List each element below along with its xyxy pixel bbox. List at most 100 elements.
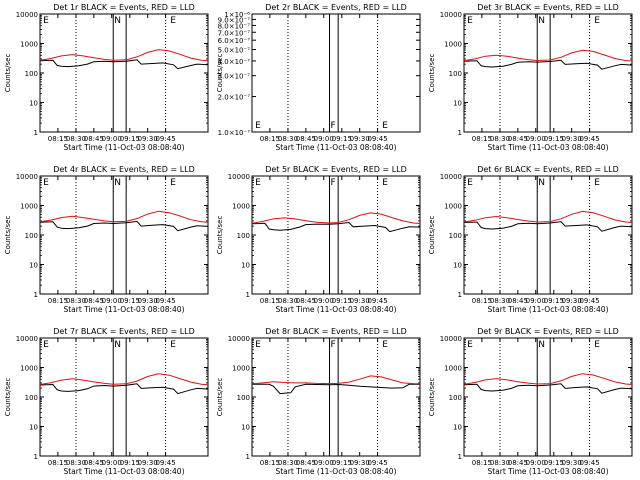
plot-frame (39, 175, 209, 295)
y-tick-label: 1 (34, 291, 38, 299)
x-tick-label: 09:45 (367, 459, 387, 467)
panel-det-5r: Det 5r BLACK = Events, RED = LLD 1 10 100 10… (216, 165, 421, 314)
x-tick-label: 08:45 (508, 459, 528, 467)
y-tick-label: 1 (34, 129, 38, 137)
series-line-lld (251, 375, 421, 385)
x-tick-label: 08:45 (84, 459, 104, 467)
y-tick-label: 100 (25, 70, 38, 78)
event-marker-label: E (43, 178, 49, 188)
x-tick-label: 09:15 (120, 135, 140, 143)
x-tick-label: 08:15 (260, 459, 280, 467)
x-axis-label: Start Time (11-Oct-03 08:08:40) (487, 305, 608, 314)
chart-title: Det 7r BLACK = Events, RED = LLD (53, 327, 195, 336)
y-tick-label: 10 (29, 262, 38, 270)
panel-det-6r: Det 6r BLACK = Events, RED = LLD 1 10 100 10… (428, 165, 633, 314)
x-tick-label: 08:30 (278, 135, 298, 143)
y-axis-label: Counts/sec (4, 216, 12, 255)
x-tick-label: 08:15 (260, 297, 280, 305)
y-tick-label: 10 (453, 100, 462, 108)
y-axis-label: Counts/sec (428, 216, 436, 255)
event-marker-label: E (43, 16, 49, 26)
y-tick-label: 10 (453, 262, 462, 270)
y-axis-label: Counts/sec (428, 54, 436, 93)
y-tick-label: 1000 (232, 203, 250, 211)
x-tick-label: 08:15 (48, 135, 68, 143)
x-tick-label: 08:30 (278, 459, 298, 467)
x-tick-label: 09:30 (562, 135, 582, 143)
y-tick-label: 8.0×10⁻⁷ (218, 22, 251, 30)
y-tick-label: 10000 (16, 11, 38, 19)
x-axis-label: Start Time (11-Oct-03 08:08:40) (487, 143, 608, 152)
chart-title: Det 1r BLACK = Events, RED = LLD (53, 3, 195, 12)
plot-frame (463, 175, 633, 295)
series-line-events (252, 383, 420, 395)
x-tick-label: 08:45 (296, 135, 316, 143)
panel-det-8r: Det 8r BLACK = Events, RED = LLD 1 10 100 10… (216, 327, 421, 476)
x-tick-label: 08:45 (84, 297, 104, 305)
x-tick-label: 09:15 (544, 135, 564, 143)
x-tick-label: 08:30 (490, 297, 510, 305)
y-tick-label: 1000 (444, 203, 462, 211)
x-tick-label: 09:30 (138, 459, 158, 467)
y-axis-label: Counts/sec (4, 378, 12, 417)
x-tick-label: 08:45 (296, 459, 316, 467)
event-marker-label: E (255, 340, 261, 350)
event-marker-label: N (538, 16, 545, 26)
y-tick-label: 1 (246, 291, 250, 299)
event-marker-label: N (114, 340, 121, 350)
x-tick-label: 09:00 (314, 297, 334, 305)
y-tick-label: 2.0×10⁻⁷ (218, 93, 251, 101)
x-tick-label: 08:30 (278, 297, 298, 305)
y-tick-label: 1000 (444, 41, 462, 49)
x-tick-label: 09:30 (350, 135, 370, 143)
event-marker-label: F (331, 178, 336, 188)
x-tick-label: 09:00 (314, 459, 334, 467)
event-marker-label: F (331, 340, 336, 350)
y-tick-label: 1 (246, 453, 250, 461)
y-tick-label: 100 (449, 394, 462, 402)
series-line-lld (39, 210, 209, 223)
x-tick-label: 08:30 (490, 459, 510, 467)
y-tick-label: 10000 (228, 173, 250, 181)
x-tick-label: 08:45 (508, 297, 528, 305)
y-tick-label: 1 (458, 291, 462, 299)
event-marker-label: F (331, 121, 336, 131)
y-tick-label: 4.0×10⁻⁷ (218, 58, 251, 66)
x-axis-label: Start Time (11-Oct-03 08:08:40) (487, 467, 608, 476)
y-tick-label: 10000 (440, 173, 462, 181)
x-tick-label: 09:00 (526, 459, 546, 467)
event-marker-label: N (114, 16, 121, 26)
x-tick-label: 08:15 (472, 297, 492, 305)
y-tick-label: 10000 (16, 335, 38, 343)
x-tick-label: 09:15 (332, 297, 352, 305)
x-tick-label: 09:00 (526, 297, 546, 305)
plot-frame (251, 175, 421, 295)
x-tick-label: 08:45 (508, 135, 528, 143)
event-marker-label: E (594, 16, 600, 26)
x-tick-label: 09:15 (120, 459, 140, 467)
chart-title: Det 9r BLACK = Events, RED = LLD (477, 327, 619, 336)
x-tick-label: 09:45 (155, 135, 175, 143)
y-axis-label: Counts/sec (4, 54, 12, 93)
x-tick-label: 09:00 (102, 135, 122, 143)
event-marker-label: E (382, 340, 388, 350)
x-tick-label: 08:15 (48, 297, 68, 305)
y-tick-label: 1000 (444, 365, 462, 373)
y-axis-label: Counts/sec (216, 216, 224, 255)
panel-det-9r: Det 9r BLACK = Events, RED = LLD 1 10 100 10… (428, 327, 633, 476)
chart-title: Det 6r BLACK = Events, RED = LLD (477, 165, 619, 174)
y-tick-label: 100 (449, 232, 462, 240)
y-tick-label: 100 (237, 394, 250, 402)
y-axis-label: Counts/sec (216, 378, 224, 417)
x-tick-label: 08:30 (66, 297, 86, 305)
y-tick-label: 10 (29, 100, 38, 108)
x-axis-label: Start Time (11-Oct-03 08:08:40) (275, 467, 396, 476)
x-tick-label: 09:15 (120, 297, 140, 305)
series-line-lld (463, 373, 633, 385)
y-tick-label: 10 (241, 424, 250, 432)
panel-det-3r: Det 3r BLACK = Events, RED = LLD 1 10 100 10… (428, 3, 633, 152)
x-tick-label: 09:00 (102, 459, 122, 467)
y-tick-label: 10 (29, 424, 38, 432)
event-marker-label: E (467, 340, 473, 350)
